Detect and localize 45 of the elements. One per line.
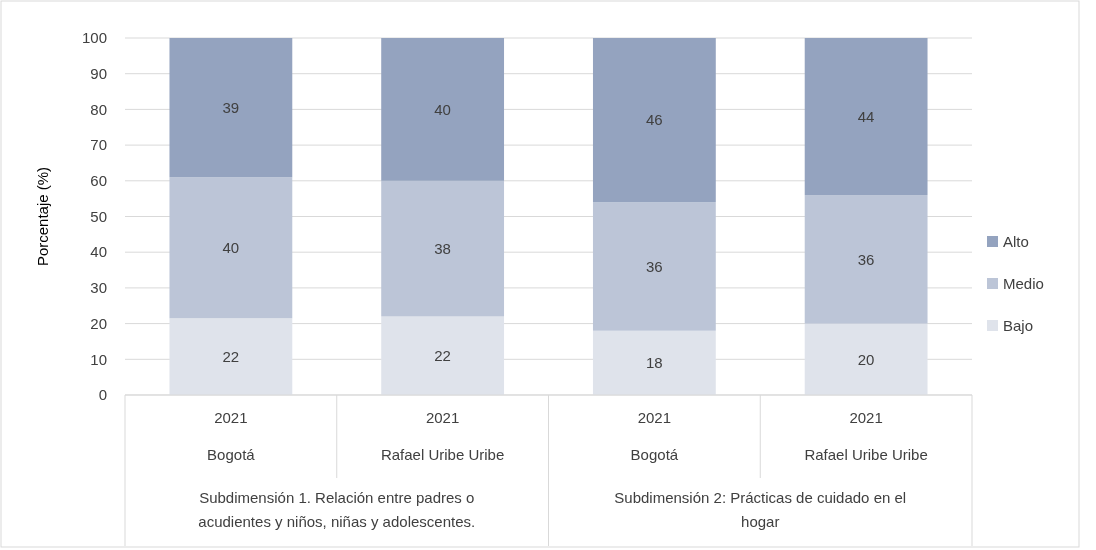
- text: Subdimensión 2: Prácticas de cuidado en el hogar: [614, 489, 907, 530]
- data-label: 22: [434, 346, 451, 364]
- data-label: 46: [646, 111, 663, 129]
- text: Subdimensión 1. Relación entre padres o acudientes y niños, niñas y adolescentes.: [198, 489, 476, 530]
- data-label: 44: [857, 107, 875, 125]
- y-axis-title: Porcentaje (%): [34, 166, 51, 267]
- bar: [169, 177, 293, 319]
- category-label: 2021 Rafael Uribe Uribe: [804, 409, 928, 463]
- y-tick-label: 40: [90, 243, 107, 261]
- y-tick-label: 50: [90, 207, 107, 225]
- category-label: 2021 Bogotá: [630, 409, 679, 463]
- y-tick-label: 10: [90, 350, 107, 368]
- bar: [169, 38, 293, 178]
- data-label: 39: [222, 98, 240, 116]
- data-label: 18: [646, 354, 663, 372]
- bar: [381, 38, 505, 181]
- data-label: 40: [434, 100, 451, 118]
- data-label: 38: [434, 239, 451, 257]
- y-tick-label: 100: [81, 29, 107, 47]
- data-label: 36: [646, 257, 663, 275]
- category-label: 2021 Bogotá: [207, 409, 255, 463]
- y-tick-label: 80: [90, 100, 107, 118]
- data-label: 22: [222, 347, 240, 365]
- bar: [381, 180, 505, 317]
- y-tick-label: 20: [90, 314, 107, 332]
- data-label: 36: [857, 250, 875, 268]
- bar: [592, 202, 716, 331]
- y-tick-label: 0: [98, 386, 107, 404]
- bar: [804, 195, 928, 324]
- legend-label: Alto: [1003, 232, 1029, 250]
- bar: [804, 323, 928, 395]
- y-tick-label: 30: [90, 279, 107, 297]
- y-tick-label: 70: [90, 136, 107, 154]
- bar: [804, 38, 928, 196]
- data-label: 20: [857, 350, 875, 368]
- bar: [381, 316, 505, 395]
- legend-label: Bajo: [1003, 316, 1034, 334]
- y-tick-label: 90: [90, 64, 107, 82]
- bar: [592, 38, 716, 203]
- y-tick-label: 60: [90, 172, 107, 190]
- data-label: 40: [222, 238, 240, 256]
- category-label: 2021 Rafael Uribe Uribe: [380, 409, 505, 463]
- bar: [169, 318, 293, 395]
- legend-label: Medio: [1003, 274, 1044, 292]
- bar: [592, 330, 716, 395]
